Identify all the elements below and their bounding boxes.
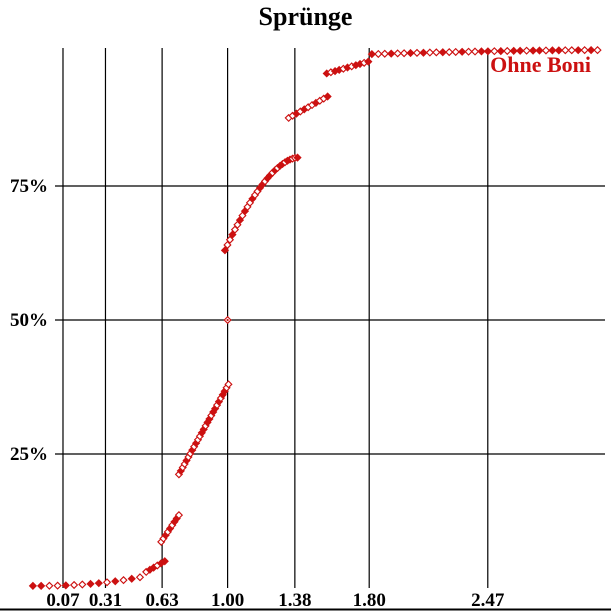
data-point-diamond (522, 46, 531, 55)
data-point-diamond (374, 49, 383, 59)
data-point-diamond (554, 46, 563, 55)
data-point-diamond (496, 46, 505, 56)
data-point-diamond (28, 581, 38, 590)
data-point-diamond (580, 46, 589, 55)
data-point-diamond (364, 57, 373, 66)
data-point-diamond (393, 49, 402, 58)
data-point-diamond (451, 47, 460, 57)
data-point-diamond (367, 50, 376, 59)
data-point-diamond (445, 47, 454, 57)
legend-label: Ohne Boni (490, 52, 591, 77)
data-point-diamond (593, 46, 602, 55)
data-point-diamond (323, 92, 332, 101)
data-point-diamond (174, 510, 184, 520)
data-point-diamond (61, 581, 70, 590)
data-point-diamond (406, 48, 415, 58)
data-point-diamond (567, 46, 576, 55)
x-tick-label: 1.00 (211, 590, 244, 611)
data-point-diamond (228, 230, 237, 239)
data-point-diamond (86, 579, 95, 589)
data-point-diamond (586, 46, 596, 55)
data-point-diamond (438, 48, 447, 57)
data-point-diamond (464, 47, 473, 56)
data-point-diamond (412, 48, 422, 57)
data-point-diamond (509, 46, 518, 55)
data-point-diamond (477, 47, 486, 56)
data-point-diamond (432, 48, 441, 57)
data-point-diamond (528, 46, 538, 55)
data-point-diamond (541, 46, 551, 55)
data-point-diamond (380, 49, 389, 58)
data-point-diamond (53, 581, 62, 590)
data-point-diamond (574, 46, 583, 55)
data-point-diamond (503, 46, 512, 56)
data-point-diamond (78, 580, 87, 589)
x-tick-label: 1.80 (353, 590, 386, 611)
x-tick-label: 0.07 (46, 590, 80, 611)
data-point-diamond (483, 47, 493, 56)
data-point-diamond (535, 46, 544, 55)
data-point-diamond (127, 574, 136, 583)
data-point-diamond (387, 49, 396, 58)
data-point-diamond (458, 47, 467, 56)
x-tick-label: 0.31 (89, 590, 122, 611)
data-point-diamond (102, 578, 112, 587)
data-point-diamond (225, 235, 235, 244)
data-point-diamond (490, 47, 499, 56)
data-point-diamond (94, 579, 103, 588)
data-point-diamond (399, 49, 409, 58)
chart-title: Sprünge (258, 2, 353, 31)
data-point-diamond (223, 240, 232, 250)
data-point-diamond (220, 246, 230, 255)
x-tick-label: 0.63 (145, 590, 178, 611)
data-point-diamond (111, 577, 120, 586)
y-tick-label: 50% (10, 310, 48, 331)
data-point-diamond (548, 46, 557, 55)
data-point-diamond (45, 581, 54, 590)
data-point-diamond (160, 557, 169, 566)
data-point-diamond (69, 580, 79, 590)
data-point-diamond (516, 46, 525, 55)
jump-point-center-dot (226, 318, 229, 322)
data-point-diamond (224, 380, 233, 389)
x-tick-label: 1.38 (278, 590, 311, 611)
data-point-diamond (419, 48, 428, 57)
data-point-diamond (470, 47, 480, 56)
y-tick-label: 75% (10, 176, 48, 197)
x-tick-label: 2.47 (471, 590, 505, 611)
data-point-diamond (293, 153, 302, 162)
data-point-diamond (425, 48, 434, 57)
y-tick-label: 25% (10, 444, 48, 465)
data-point-diamond (119, 575, 128, 585)
data-point-diamond (135, 573, 145, 582)
data-point-diamond (561, 46, 570, 55)
data-point-diamond (37, 581, 46, 590)
